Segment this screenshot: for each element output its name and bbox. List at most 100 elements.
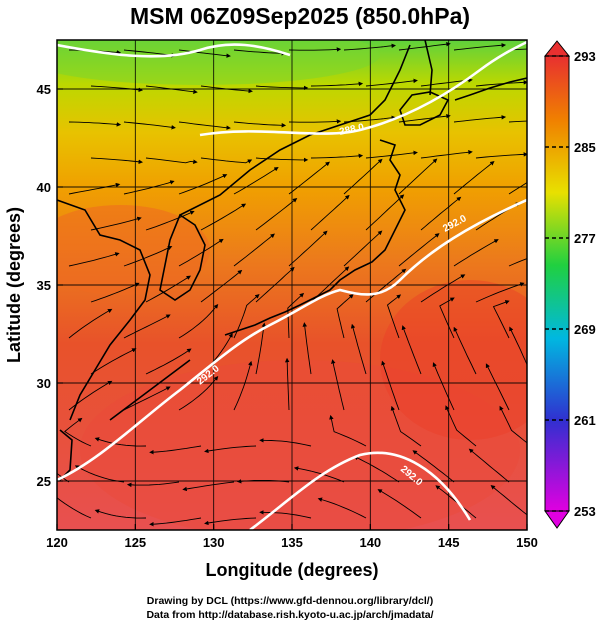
coastline-china bbox=[57, 199, 151, 421]
isotherm-contours bbox=[57, 40, 527, 530]
streamline bbox=[145, 85, 198, 94]
streamline bbox=[255, 157, 309, 163]
streamline bbox=[508, 258, 527, 267]
isotherm-288-mid bbox=[199, 40, 527, 137]
streamline bbox=[390, 405, 422, 447]
streamline bbox=[287, 292, 305, 339]
colorbar-tick-label: 293 bbox=[574, 49, 596, 64]
streamline bbox=[178, 303, 219, 339]
streamline bbox=[126, 481, 180, 488]
streamline bbox=[233, 360, 253, 411]
y-tick-label: 35 bbox=[37, 278, 51, 293]
streamline bbox=[255, 85, 309, 91]
streamline bbox=[377, 489, 422, 519]
x-tick-label: 130 bbox=[203, 535, 225, 550]
x-tick-label: 150 bbox=[516, 535, 538, 550]
streamline bbox=[439, 297, 455, 339]
streamline bbox=[310, 81, 364, 87]
streamline bbox=[68, 121, 122, 127]
streamline bbox=[149, 517, 202, 527]
isotherm-292-south bbox=[249, 451, 472, 530]
streamline bbox=[182, 481, 235, 492]
colorbar-ticks: 293 285 277 269 261 253 bbox=[545, 49, 596, 519]
streamline bbox=[310, 153, 364, 159]
streamline bbox=[329, 414, 367, 447]
streamline bbox=[90, 282, 140, 303]
streamlines bbox=[57, 41, 527, 527]
colorbar-bottom-triangle bbox=[544, 510, 570, 529]
streamline bbox=[123, 386, 171, 411]
streamline bbox=[57, 497, 92, 519]
y-tick-label: 30 bbox=[37, 376, 51, 391]
colorbar-tick-label: 253 bbox=[574, 504, 596, 519]
streamline bbox=[453, 326, 477, 375]
streamline bbox=[123, 121, 176, 130]
streamline bbox=[68, 182, 121, 195]
colorbar-tick-label: 261 bbox=[574, 413, 596, 428]
streamline bbox=[365, 194, 405, 231]
streamline bbox=[204, 517, 257, 526]
streamline bbox=[485, 363, 510, 411]
streamline bbox=[499, 405, 527, 444]
streamline bbox=[365, 268, 407, 303]
y-tick-label: 40 bbox=[37, 180, 51, 195]
streamline bbox=[259, 510, 312, 519]
credit-drawing: Drawing by DCL (https://www.gfd-dennou.o… bbox=[147, 595, 433, 607]
streamline bbox=[259, 438, 312, 447]
streamline bbox=[64, 417, 92, 447]
streamline bbox=[288, 47, 342, 52]
coastline-ryukyu bbox=[109, 359, 191, 421]
chart-title: MSM 06Z09Sep2025 (850.0hPa) bbox=[130, 3, 470, 29]
streamline bbox=[200, 157, 253, 164]
isotherm-288-north bbox=[57, 43, 291, 58]
streamline bbox=[343, 158, 383, 195]
streamline bbox=[68, 380, 113, 411]
streamline bbox=[353, 456, 400, 483]
streamline bbox=[255, 197, 298, 231]
x-tick-label: 145 bbox=[438, 535, 460, 550]
streamline bbox=[453, 115, 507, 123]
streamline bbox=[68, 308, 113, 339]
streamline bbox=[178, 238, 224, 267]
streamline bbox=[90, 85, 144, 93]
streamline bbox=[492, 300, 510, 339]
colorbar: 293 285 277 269 261 253 bbox=[543, 40, 596, 529]
streamline bbox=[145, 157, 198, 164]
colorbar-scale bbox=[544, 55, 570, 512]
streamline bbox=[233, 121, 287, 128]
streamline bbox=[453, 43, 507, 51]
streamline bbox=[386, 294, 402, 339]
contour-label: 288.0 bbox=[338, 122, 365, 138]
streamline bbox=[200, 85, 253, 94]
streamline bbox=[68, 252, 120, 267]
streamline bbox=[94, 509, 147, 519]
streamline bbox=[288, 230, 328, 267]
streamline bbox=[398, 233, 440, 267]
x-tick-label: 125 bbox=[124, 535, 146, 550]
streamline bbox=[509, 326, 527, 366]
streamline bbox=[255, 322, 267, 375]
streamline bbox=[233, 294, 260, 339]
streamline bbox=[401, 325, 422, 375]
streamline bbox=[350, 323, 367, 375]
streamline bbox=[381, 360, 400, 411]
colorbar-tick-label: 277 bbox=[574, 231, 596, 246]
x-tick-label: 140 bbox=[359, 535, 381, 550]
streamline bbox=[302, 322, 312, 375]
streamline bbox=[432, 362, 455, 411]
streamline bbox=[343, 115, 397, 123]
streamline bbox=[508, 120, 527, 123]
streamline bbox=[336, 294, 354, 339]
isotherm-292-main bbox=[57, 198, 527, 482]
streamline bbox=[475, 80, 527, 87]
streamline bbox=[420, 196, 462, 231]
streamline bbox=[233, 233, 275, 267]
streamline bbox=[123, 49, 176, 58]
streamline bbox=[398, 113, 451, 123]
x-tick-label: 135 bbox=[281, 535, 303, 550]
x-axis-label: Longitude (degrees) bbox=[205, 560, 378, 580]
streamline bbox=[453, 160, 495, 195]
coastline-sakhalin bbox=[424, 40, 433, 96]
credit-data: Data from http://database.rish.kyoto-u.a… bbox=[146, 609, 433, 621]
